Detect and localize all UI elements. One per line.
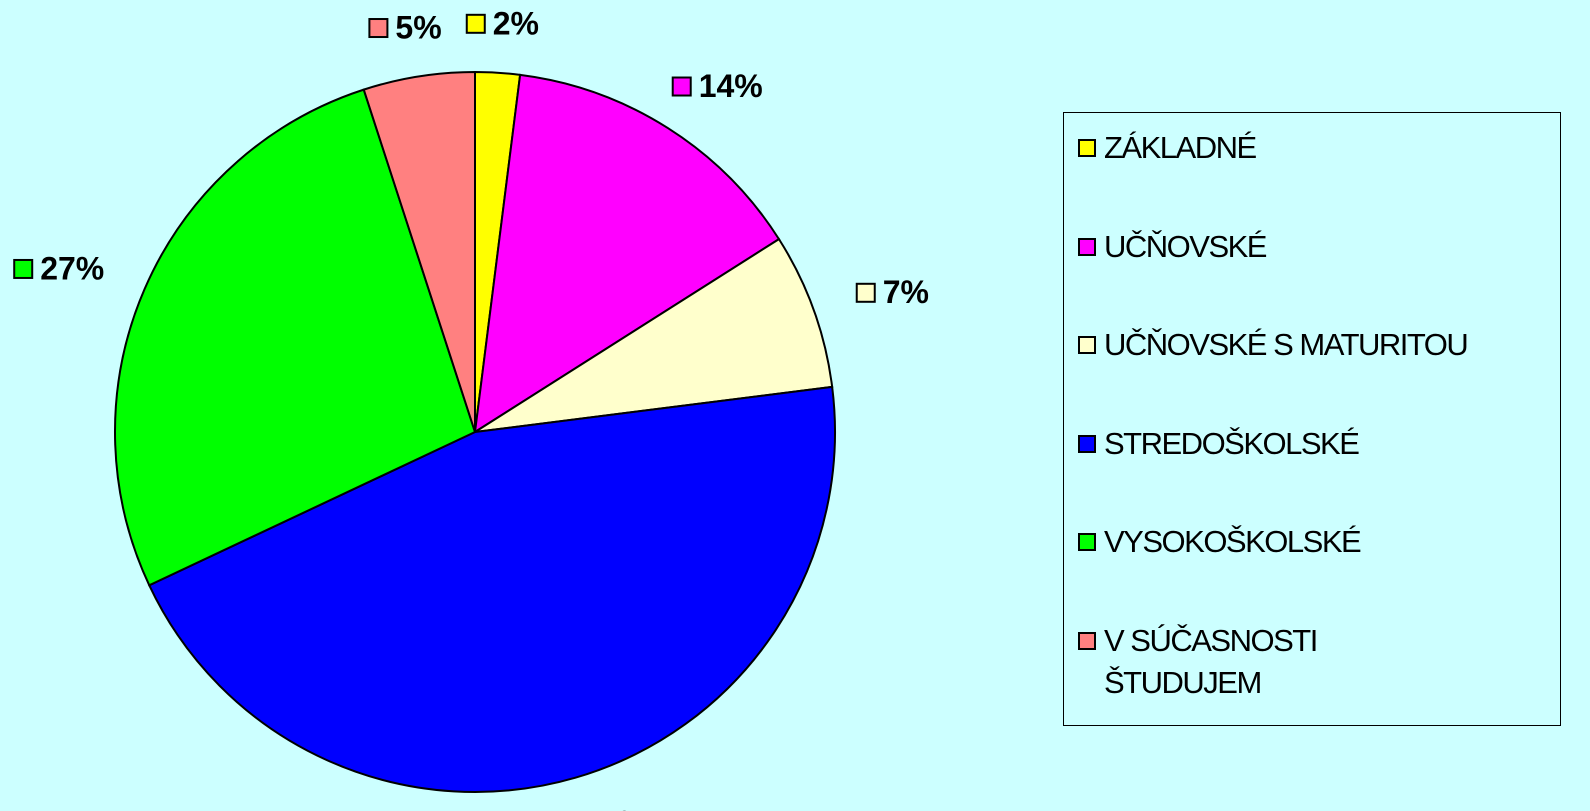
legend-label: ZÁKLADNÉ <box>1104 130 1257 165</box>
label-swatch <box>368 18 389 39</box>
label-swatch <box>855 282 876 303</box>
legend-label: STREDOŠKOLSKÉ <box>1104 425 1360 461</box>
data-label-text: 14% <box>699 68 763 104</box>
legend-label: UČŇOVSKÉ <box>1104 228 1267 264</box>
data-label: 7% <box>855 274 929 310</box>
label-swatch <box>671 76 692 97</box>
data-label-text: 27% <box>40 250 104 286</box>
legend-swatch <box>1078 631 1096 650</box>
data-label: 45% <box>582 804 646 811</box>
pie-slice <box>473 73 781 434</box>
pie-slice <box>474 237 834 433</box>
legend-label: V SÚČASNOSTI ŠTUDUJEM <box>1104 622 1318 700</box>
legend-item: UČŇOVSKÉ S MATURITOU <box>1078 324 1560 423</box>
legend-item: UČŇOVSKÉ <box>1078 226 1560 325</box>
legend-item: V SÚČASNOSTI ŠTUDUJEM <box>1078 620 1560 719</box>
legend-swatch <box>1078 336 1096 354</box>
label-swatch <box>465 13 486 34</box>
legend-item: VYSOKOŠKOLSKÉ <box>1078 521 1560 620</box>
legend-swatch <box>1078 533 1096 551</box>
legend-swatch <box>1078 434 1096 453</box>
data-label-text: 7% <box>883 274 929 310</box>
label-swatch <box>13 258 34 279</box>
data-label: 2% <box>465 5 539 41</box>
legend-swatch <box>1078 139 1096 157</box>
pie-slice <box>147 385 836 794</box>
data-label: 27% <box>13 250 104 286</box>
data-label-text: 5% <box>395 9 441 45</box>
legend-item: ZÁKLADNÉ <box>1078 127 1560 226</box>
data-label-text: 45% <box>582 804 646 811</box>
legend-swatch <box>1078 237 1096 256</box>
data-label: 5% <box>368 9 442 45</box>
legend-item: STREDOŠKOLSKÉ <box>1078 423 1560 522</box>
legend: ZÁKLADNÉ UČŇOVSKÉ UČŇOVSKÉ S MATURITOU STRE… <box>1063 112 1561 726</box>
legend-label: VYSOKOŠKOLSKÉ <box>1104 524 1362 559</box>
data-label: 14% <box>671 68 763 104</box>
pie-slice <box>114 88 477 587</box>
legend-label: UČŇOVSKÉ S MATURITOU <box>1104 327 1469 362</box>
pie-slice <box>362 70 476 433</box>
data-label-text: 2% <box>493 5 539 41</box>
